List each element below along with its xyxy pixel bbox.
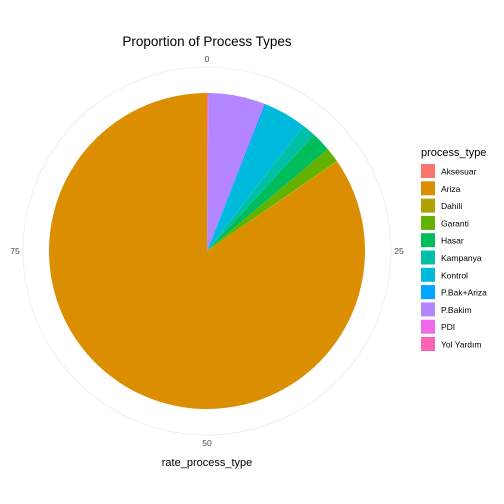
legend-key [421, 337, 435, 351]
legend-label: P.Bakim [441, 305, 472, 315]
theta-ticks: 0 25 50 75 [10, 54, 404, 448]
theta-tick-label: 0 [205, 54, 210, 64]
pie-slice-ariza [49, 93, 365, 409]
x-axis-label: rate_process_type [162, 457, 253, 469]
legend-label: Garanti [441, 218, 469, 228]
legend-key [421, 319, 435, 334]
legend-key [421, 267, 435, 282]
legend-key [421, 233, 435, 248]
legend-title: process_type [421, 147, 486, 159]
legend-key [421, 164, 435, 178]
legend-label: Yol Yardım [441, 340, 481, 350]
pie-slice-kontrol [207, 104, 304, 251]
pie-slices [49, 93, 365, 409]
legend-key [421, 285, 435, 300]
grid-circle [22, 66, 392, 436]
legend-key [421, 198, 435, 213]
legend-label: Kampanya [441, 253, 482, 263]
legend-label: Kontrol [441, 270, 468, 280]
theta-tick-label: 50 [202, 438, 212, 448]
pie-slice-yol-yard-m [207, 93, 208, 251]
legend-key [421, 181, 435, 196]
legend-key [421, 302, 435, 317]
theta-tick-label: 75 [10, 246, 20, 256]
pie-slice-hasar [207, 134, 328, 251]
pie-slice-garanti [207, 149, 337, 251]
pie-slice-dahili [207, 160, 338, 251]
pie-slice-kampanya [207, 125, 315, 251]
legend-key [421, 250, 435, 265]
pie-slice-pdi [207, 93, 209, 252]
legend-label: Ariza [441, 184, 461, 194]
legend-label: P.Bak+Ariza [441, 288, 487, 298]
legend-label: Hasar [441, 236, 464, 246]
theta-tick-label: 25 [394, 246, 404, 256]
legend-label: Aksesuar [441, 167, 477, 177]
legend: Aksesuar Ariza Dahili Garanti Hasar Kampanya K… [421, 164, 487, 351]
legend-label: Dahili [441, 201, 462, 211]
pie-slice-p-bak-ariza [207, 103, 267, 251]
chart-title: Proportion of Process Types [122, 34, 292, 49]
legend-label: PDI [441, 322, 455, 332]
pie-slice-p-bakim [207, 93, 265, 251]
legend-key [421, 215, 435, 230]
